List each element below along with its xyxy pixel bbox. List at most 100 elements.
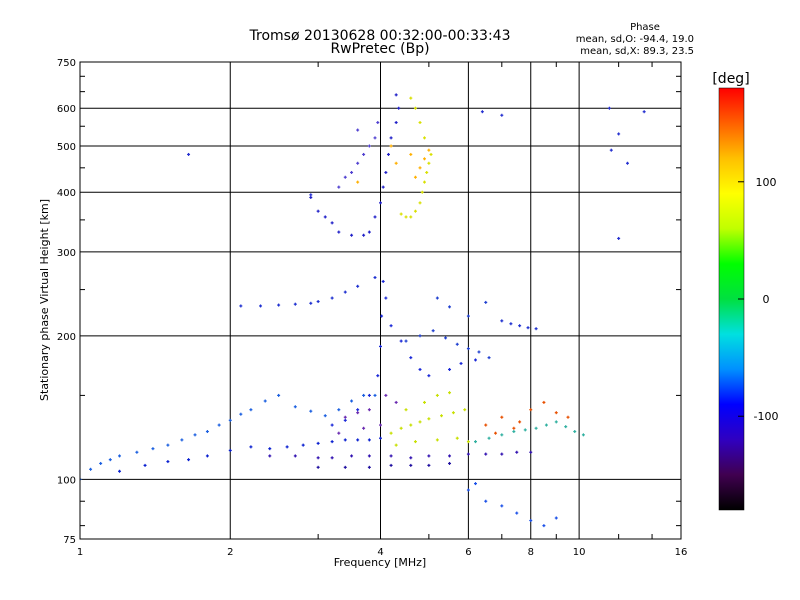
data-point <box>343 290 347 294</box>
data-point <box>422 157 426 161</box>
data-point <box>554 516 558 520</box>
data-point <box>263 399 267 403</box>
data-point <box>422 136 426 140</box>
data-point <box>413 209 417 213</box>
data-point <box>373 393 377 397</box>
data-point <box>418 420 422 424</box>
data-point <box>609 148 613 152</box>
y-axis-label: Stationary phase Virtual Height [km] <box>38 199 51 401</box>
data-point <box>89 467 93 471</box>
y-tick-label: 600 <box>57 104 76 115</box>
data-point <box>367 408 371 412</box>
data-point <box>293 405 297 409</box>
data-point <box>384 296 388 300</box>
data-point <box>422 180 426 184</box>
data-point <box>448 461 452 465</box>
data-point <box>343 415 347 419</box>
data-point <box>323 414 327 418</box>
data-point <box>515 450 519 454</box>
data-point <box>509 322 513 326</box>
data-point <box>459 361 463 365</box>
data-point <box>466 440 470 444</box>
data-point <box>409 463 413 467</box>
data-point <box>607 106 611 110</box>
y-tick-label: 750 <box>57 58 76 69</box>
data-point <box>381 279 385 283</box>
data-point <box>484 300 488 304</box>
chart-subtitle: RwPretec (Bp) <box>330 41 429 57</box>
data-point <box>316 441 320 445</box>
data-point <box>427 148 431 152</box>
data-point <box>448 305 452 309</box>
data-point <box>487 436 491 440</box>
data-point <box>444 336 448 340</box>
data-point <box>330 423 334 427</box>
data-point <box>448 391 452 395</box>
data-point <box>330 296 334 300</box>
data-point <box>373 136 377 140</box>
data-point <box>566 415 570 419</box>
data-point <box>529 450 533 454</box>
data-point <box>427 374 431 378</box>
data-point <box>301 443 305 447</box>
colorbar-label: [deg] <box>712 71 749 87</box>
data-point <box>337 230 341 234</box>
data-point <box>285 445 289 449</box>
data-point <box>376 374 380 378</box>
data-point <box>380 314 384 318</box>
x-tick-label: 2 <box>227 547 233 558</box>
data-point <box>356 161 360 165</box>
data-point <box>268 447 272 451</box>
data-point <box>249 445 253 449</box>
data-point <box>523 428 527 432</box>
data-point <box>309 193 313 197</box>
data-point <box>376 121 380 125</box>
phase-stat-o: mean, sd,O: -94.4, 19.0 <box>576 34 694 45</box>
data-point <box>534 426 538 430</box>
data-point <box>151 447 155 451</box>
data-point <box>277 393 281 397</box>
data-point <box>343 175 347 179</box>
data-point <box>367 465 371 469</box>
x-tick-label: 16 <box>675 547 688 558</box>
data-point <box>330 456 334 460</box>
data-point <box>362 393 366 397</box>
data-point <box>484 452 488 456</box>
data-point <box>379 344 382 348</box>
data-point <box>422 400 426 404</box>
data-point <box>617 236 621 240</box>
data-point <box>205 454 209 458</box>
data-point <box>389 144 393 148</box>
colorbar-tick-label: -100 <box>754 410 779 423</box>
data-point <box>427 161 431 165</box>
data-point <box>80 477 82 481</box>
data-point <box>323 215 327 219</box>
data-point <box>448 367 452 371</box>
phase-stat-x: mean, sd,X: 89.3, 23.5 <box>580 46 694 57</box>
data-point <box>277 303 281 307</box>
data-point <box>500 452 504 456</box>
data-point <box>435 296 439 300</box>
data-point <box>484 499 488 503</box>
data-point <box>259 304 263 308</box>
chart-title: Tromsø 20130628 00:32:00-00:33:43 <box>249 28 511 44</box>
x-axis-ticks: 1 2 4 6 8 10 16 <box>77 62 688 558</box>
y-tick-label: 100 <box>57 475 76 486</box>
data-point <box>554 411 558 415</box>
data-point <box>466 314 470 318</box>
data-point <box>350 399 354 403</box>
data-point <box>500 415 504 419</box>
data-point <box>564 425 568 429</box>
data-point <box>217 423 221 427</box>
data-point <box>367 230 371 234</box>
data-point <box>293 454 297 458</box>
data-point <box>389 324 393 328</box>
data-point <box>384 393 388 397</box>
data-point <box>394 121 398 125</box>
data-point <box>356 411 360 415</box>
data-point <box>494 431 498 435</box>
x-tick-label: 8 <box>528 547 534 558</box>
data-point <box>418 121 422 125</box>
grid-lines <box>80 62 681 539</box>
data-point <box>399 212 403 216</box>
